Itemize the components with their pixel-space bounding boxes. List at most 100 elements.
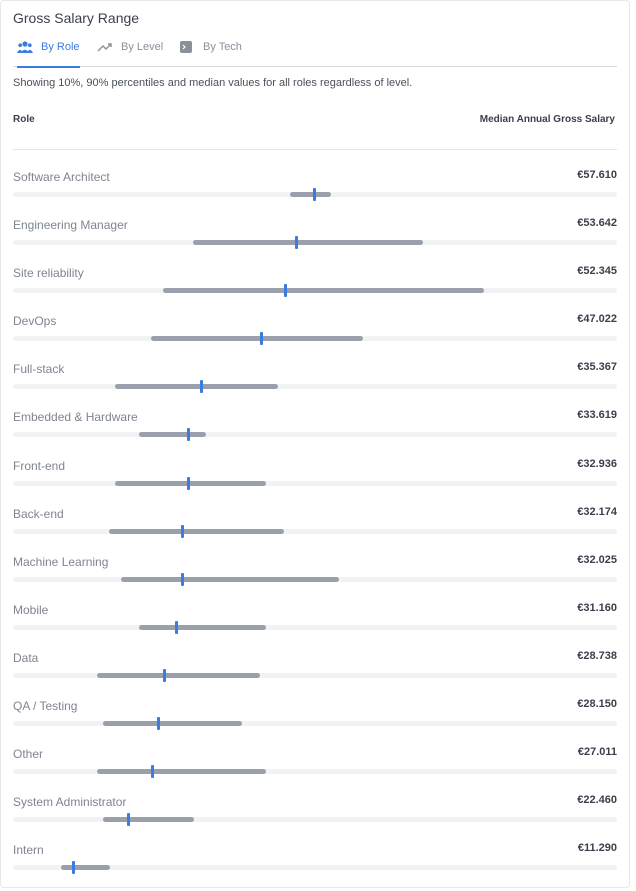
percentile-range-bar (96, 769, 267, 775)
header-divider (13, 149, 617, 150)
median-salary-value: €32.174 (577, 505, 617, 518)
median-salary-value: €11.290 (577, 842, 617, 855)
salary-row: Intern €11.290 (13, 840, 617, 888)
tab-by-tech-label: By Tech (203, 41, 242, 53)
code-box-icon (179, 40, 195, 54)
median-marker (283, 284, 287, 298)
tab-by-level-label: By Level (121, 41, 164, 53)
role-name: Full-stack (13, 362, 65, 377)
percentile-range-bar (109, 528, 285, 534)
salary-row: System Administrator €22.460 (13, 792, 617, 840)
median-salary-value: €32.025 (577, 553, 617, 566)
salary-row: Back-end €32.174 (13, 504, 617, 552)
median-salary-value: €28.738 (577, 649, 617, 662)
trending-up-icon (97, 40, 113, 54)
percentile-range-bar (121, 576, 339, 582)
median-salary-value: €35.367 (577, 361, 617, 374)
description-text: Showing 10%, 90% percentiles and median … (13, 77, 413, 89)
salary-row: Other €27.011 (13, 744, 617, 792)
salary-track (13, 384, 617, 390)
median-marker (199, 380, 203, 394)
salary-row: Software Architect €57.610 (13, 167, 617, 215)
percentile-range-bar (115, 480, 267, 486)
salary-row: Front-end €32.936 (13, 456, 617, 504)
tab-by-role-label: By Role (41, 41, 80, 53)
median-marker (126, 813, 130, 827)
median-salary-value: €57.610 (577, 169, 617, 181)
percentile-range-bar (150, 336, 363, 342)
users-icon (17, 40, 33, 54)
role-name: System Administrator (13, 795, 127, 810)
median-salary-value: €31.160 (577, 601, 617, 614)
percentile-range-bar (61, 865, 110, 871)
role-name: Other (13, 747, 44, 762)
median-salary-value: €47.022 (577, 313, 617, 326)
percentile-range-bar (96, 672, 261, 678)
salary-track (13, 528, 617, 534)
role-name: Mobile (13, 602, 49, 617)
median-marker (175, 620, 179, 634)
salary-rows: Software Architect €57.610 Engineering Man… (13, 167, 617, 888)
percentile-range-bar (115, 384, 279, 390)
salary-row: Data €28.738 (13, 648, 617, 696)
median-marker (72, 861, 76, 875)
role-name: Machine Learning (13, 554, 109, 569)
median-marker (156, 717, 160, 731)
median-marker (260, 332, 264, 346)
percentile-range-bar (290, 192, 332, 197)
salary-track (13, 480, 617, 486)
median-marker (187, 476, 191, 490)
median-marker (181, 524, 185, 538)
tab-by-tech[interactable]: By Tech (179, 39, 242, 67)
median-marker (187, 428, 191, 442)
role-name: Site reliability (13, 266, 84, 281)
role-name: QA / Testing (13, 699, 78, 714)
role-name: Engineering Manager (13, 218, 128, 233)
median-salary-value: €28.150 (577, 698, 617, 711)
percentile-range-bar (102, 817, 194, 823)
percentile-range-bar (139, 624, 267, 630)
percentile-range-bar (139, 432, 206, 438)
tab-by-level[interactable]: By Level (97, 39, 163, 67)
role-name: Data (13, 650, 39, 665)
salary-track (13, 624, 617, 630)
median-salary-value: €22.460 (577, 794, 617, 807)
salary-track (13, 769, 617, 775)
salary-track (13, 432, 617, 438)
salary-track (13, 721, 617, 727)
salary-row: QA / Testing €28.150 (13, 696, 617, 744)
salary-row: Full-stack €35.367 (13, 359, 617, 407)
median-salary-value: €53.642 (577, 217, 617, 230)
median-marker (313, 188, 317, 201)
role-column-header: Role (13, 114, 35, 125)
median-salary-value: €32.936 (577, 457, 617, 470)
tab-by-role[interactable]: By Role (17, 39, 80, 68)
salary-row: Machine Learning €32.025 (13, 552, 617, 600)
salary-column-header: Median Annual Gross Salary (479, 114, 615, 125)
salary-row: Site reliability €52.345 (13, 263, 617, 311)
role-name: DevOps (13, 314, 57, 329)
salary-track (13, 672, 617, 678)
role-name: Back-end (13, 506, 64, 521)
salary-track (13, 817, 617, 823)
role-name: Software Architect (13, 170, 110, 184)
percentile-range-bar (192, 240, 424, 246)
median-marker (181, 572, 185, 586)
role-name: Intern (13, 843, 44, 858)
median-marker (295, 236, 299, 250)
salary-row: Embedded & Hardware €33.619 (13, 407, 617, 455)
salary-row: Mobile €31.160 (13, 600, 617, 648)
median-salary-value: €33.619 (577, 409, 617, 422)
salary-track (13, 865, 617, 871)
view-tabs: By Role By Level By Tech (13, 39, 617, 68)
median-salary-value: €52.345 (577, 265, 617, 278)
median-salary-value: €27.011 (577, 746, 617, 759)
role-name: Embedded & Hardware (13, 410, 138, 425)
median-marker (163, 668, 166, 682)
role-name: Front-end (13, 458, 66, 473)
median-marker (150, 765, 154, 779)
percentile-range-bar (102, 721, 242, 727)
salary-row: Engineering Manager €53.642 (13, 215, 617, 263)
card-title: Gross Salary Range (13, 10, 140, 26)
